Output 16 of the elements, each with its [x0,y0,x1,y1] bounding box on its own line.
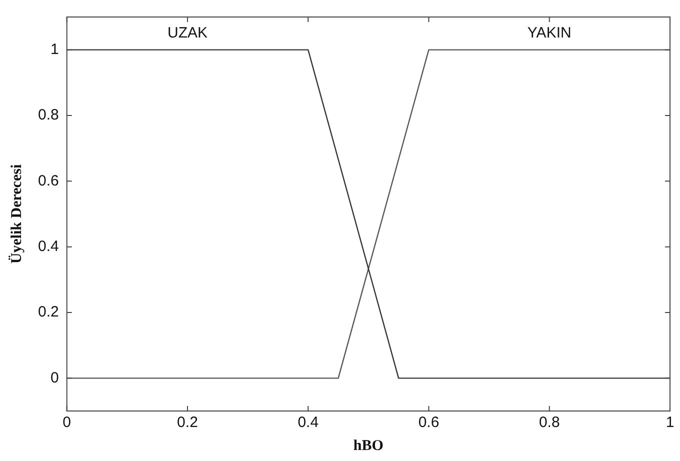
x-tick-label: 0.8 [538,414,560,432]
series-label: UZAK [167,24,208,42]
x-tick-label: 0.4 [298,414,319,432]
x-tick-label: 0.2 [177,414,198,432]
y-tick-label: 0.4 [38,238,59,255]
series-label: YAKIN [527,24,572,42]
y-tick-label: 0.6 [38,172,59,190]
y-tick-label: 0.2 [38,304,59,321]
x-axis-title: hBO [353,438,384,454]
y-tick-label: 1 [50,40,59,58]
y-axis-title: Üyelik Derecesi [8,164,25,264]
x-tick-label: 1 [666,414,674,432]
y-tick-label: 0.8 [38,106,59,124]
y-tick-label: 0 [50,369,59,386]
x-tick-label: 0 [62,414,72,432]
x-tick-label: 0.6 [418,414,440,432]
